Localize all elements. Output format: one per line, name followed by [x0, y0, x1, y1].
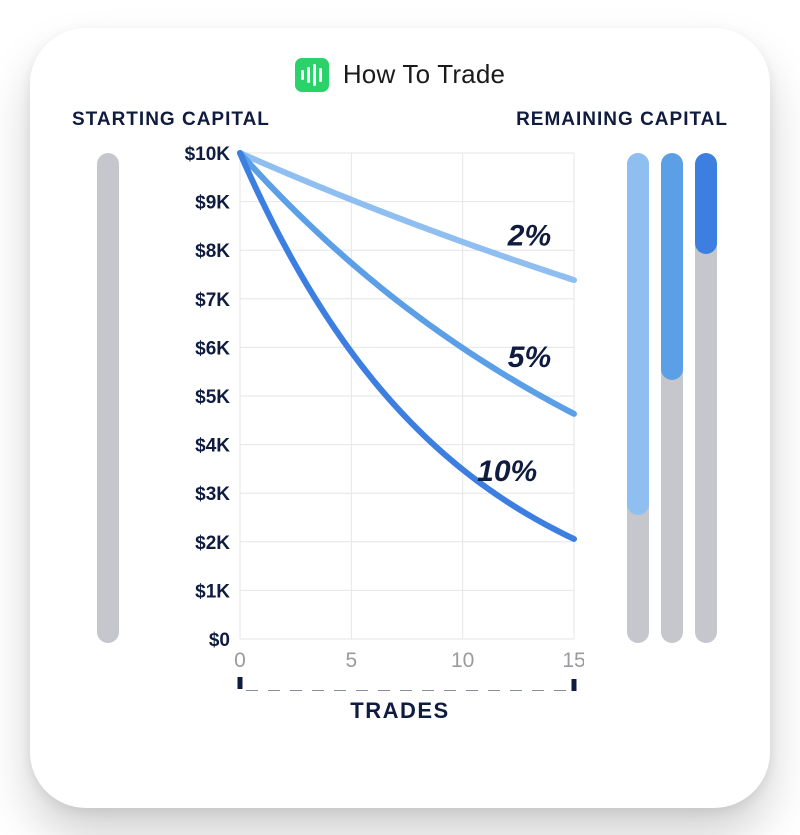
brand-label: How To Trade: [343, 59, 505, 90]
svg-text:$10K: $10K: [185, 144, 231, 165]
series-label-5pct: 5%: [508, 341, 551, 374]
x-bracket: [240, 677, 574, 691]
series-label-2pct: 2%: [507, 220, 551, 253]
remaining-bar-fill-5pct: [661, 153, 683, 380]
svg-text:$2K: $2K: [195, 533, 230, 554]
remaining-bar-5pct: [661, 153, 683, 643]
starting-capital-label: STARTING CAPITAL: [72, 108, 270, 132]
remaining-bars-column: [602, 141, 742, 696]
main-area: $0 $1K $2K $3K $4K $5K $6K $7K $8K $9K $10K 0 5 10 15 2…: [58, 141, 742, 696]
series-5pct: [240, 153, 574, 414]
x-axis-title: TRADES: [58, 698, 742, 724]
starting-bar: [97, 153, 119, 643]
svg-text:$3K: $3K: [195, 484, 230, 505]
series-label-10pct: 10%: [477, 455, 537, 488]
remaining-bar-2pct: [627, 153, 649, 643]
starting-bar-column: [58, 141, 158, 696]
svg-text:$1K: $1K: [195, 582, 230, 603]
svg-text:$8K: $8K: [195, 241, 230, 262]
labels-row: STARTING CAPITAL REMAINING CAPITAL: [58, 100, 742, 132]
card: How To Trade STARTING CAPITAL REMAINING …: [30, 28, 770, 808]
svg-text:10: 10: [451, 649, 474, 672]
chart-svg: $0 $1K $2K $3K $4K $5K $6K $7K $8K $9K $10K 0 5 10 15 2…: [164, 141, 584, 691]
remaining-bar-fill-10pct: [695, 153, 717, 254]
svg-text:$9K: $9K: [195, 193, 230, 214]
svg-text:$5K: $5K: [195, 387, 230, 408]
header: How To Trade: [58, 58, 742, 92]
svg-text:$0: $0: [209, 630, 230, 651]
svg-text:$7K: $7K: [195, 290, 230, 311]
svg-text:15: 15: [562, 649, 584, 672]
remaining-capital-label: REMAINING CAPITAL: [516, 108, 728, 132]
svg-text:0: 0: [234, 649, 246, 672]
logo-icon: [295, 58, 329, 92]
remaining-bar-10pct: [695, 153, 717, 643]
svg-text:5: 5: [345, 649, 357, 672]
svg-text:$4K: $4K: [195, 436, 230, 457]
chart: $0 $1K $2K $3K $4K $5K $6K $7K $8K $9K $10K 0 5 10 15 2…: [164, 141, 596, 696]
remaining-bar-fill-2pct: [627, 153, 649, 515]
svg-text:$6K: $6K: [195, 339, 230, 360]
